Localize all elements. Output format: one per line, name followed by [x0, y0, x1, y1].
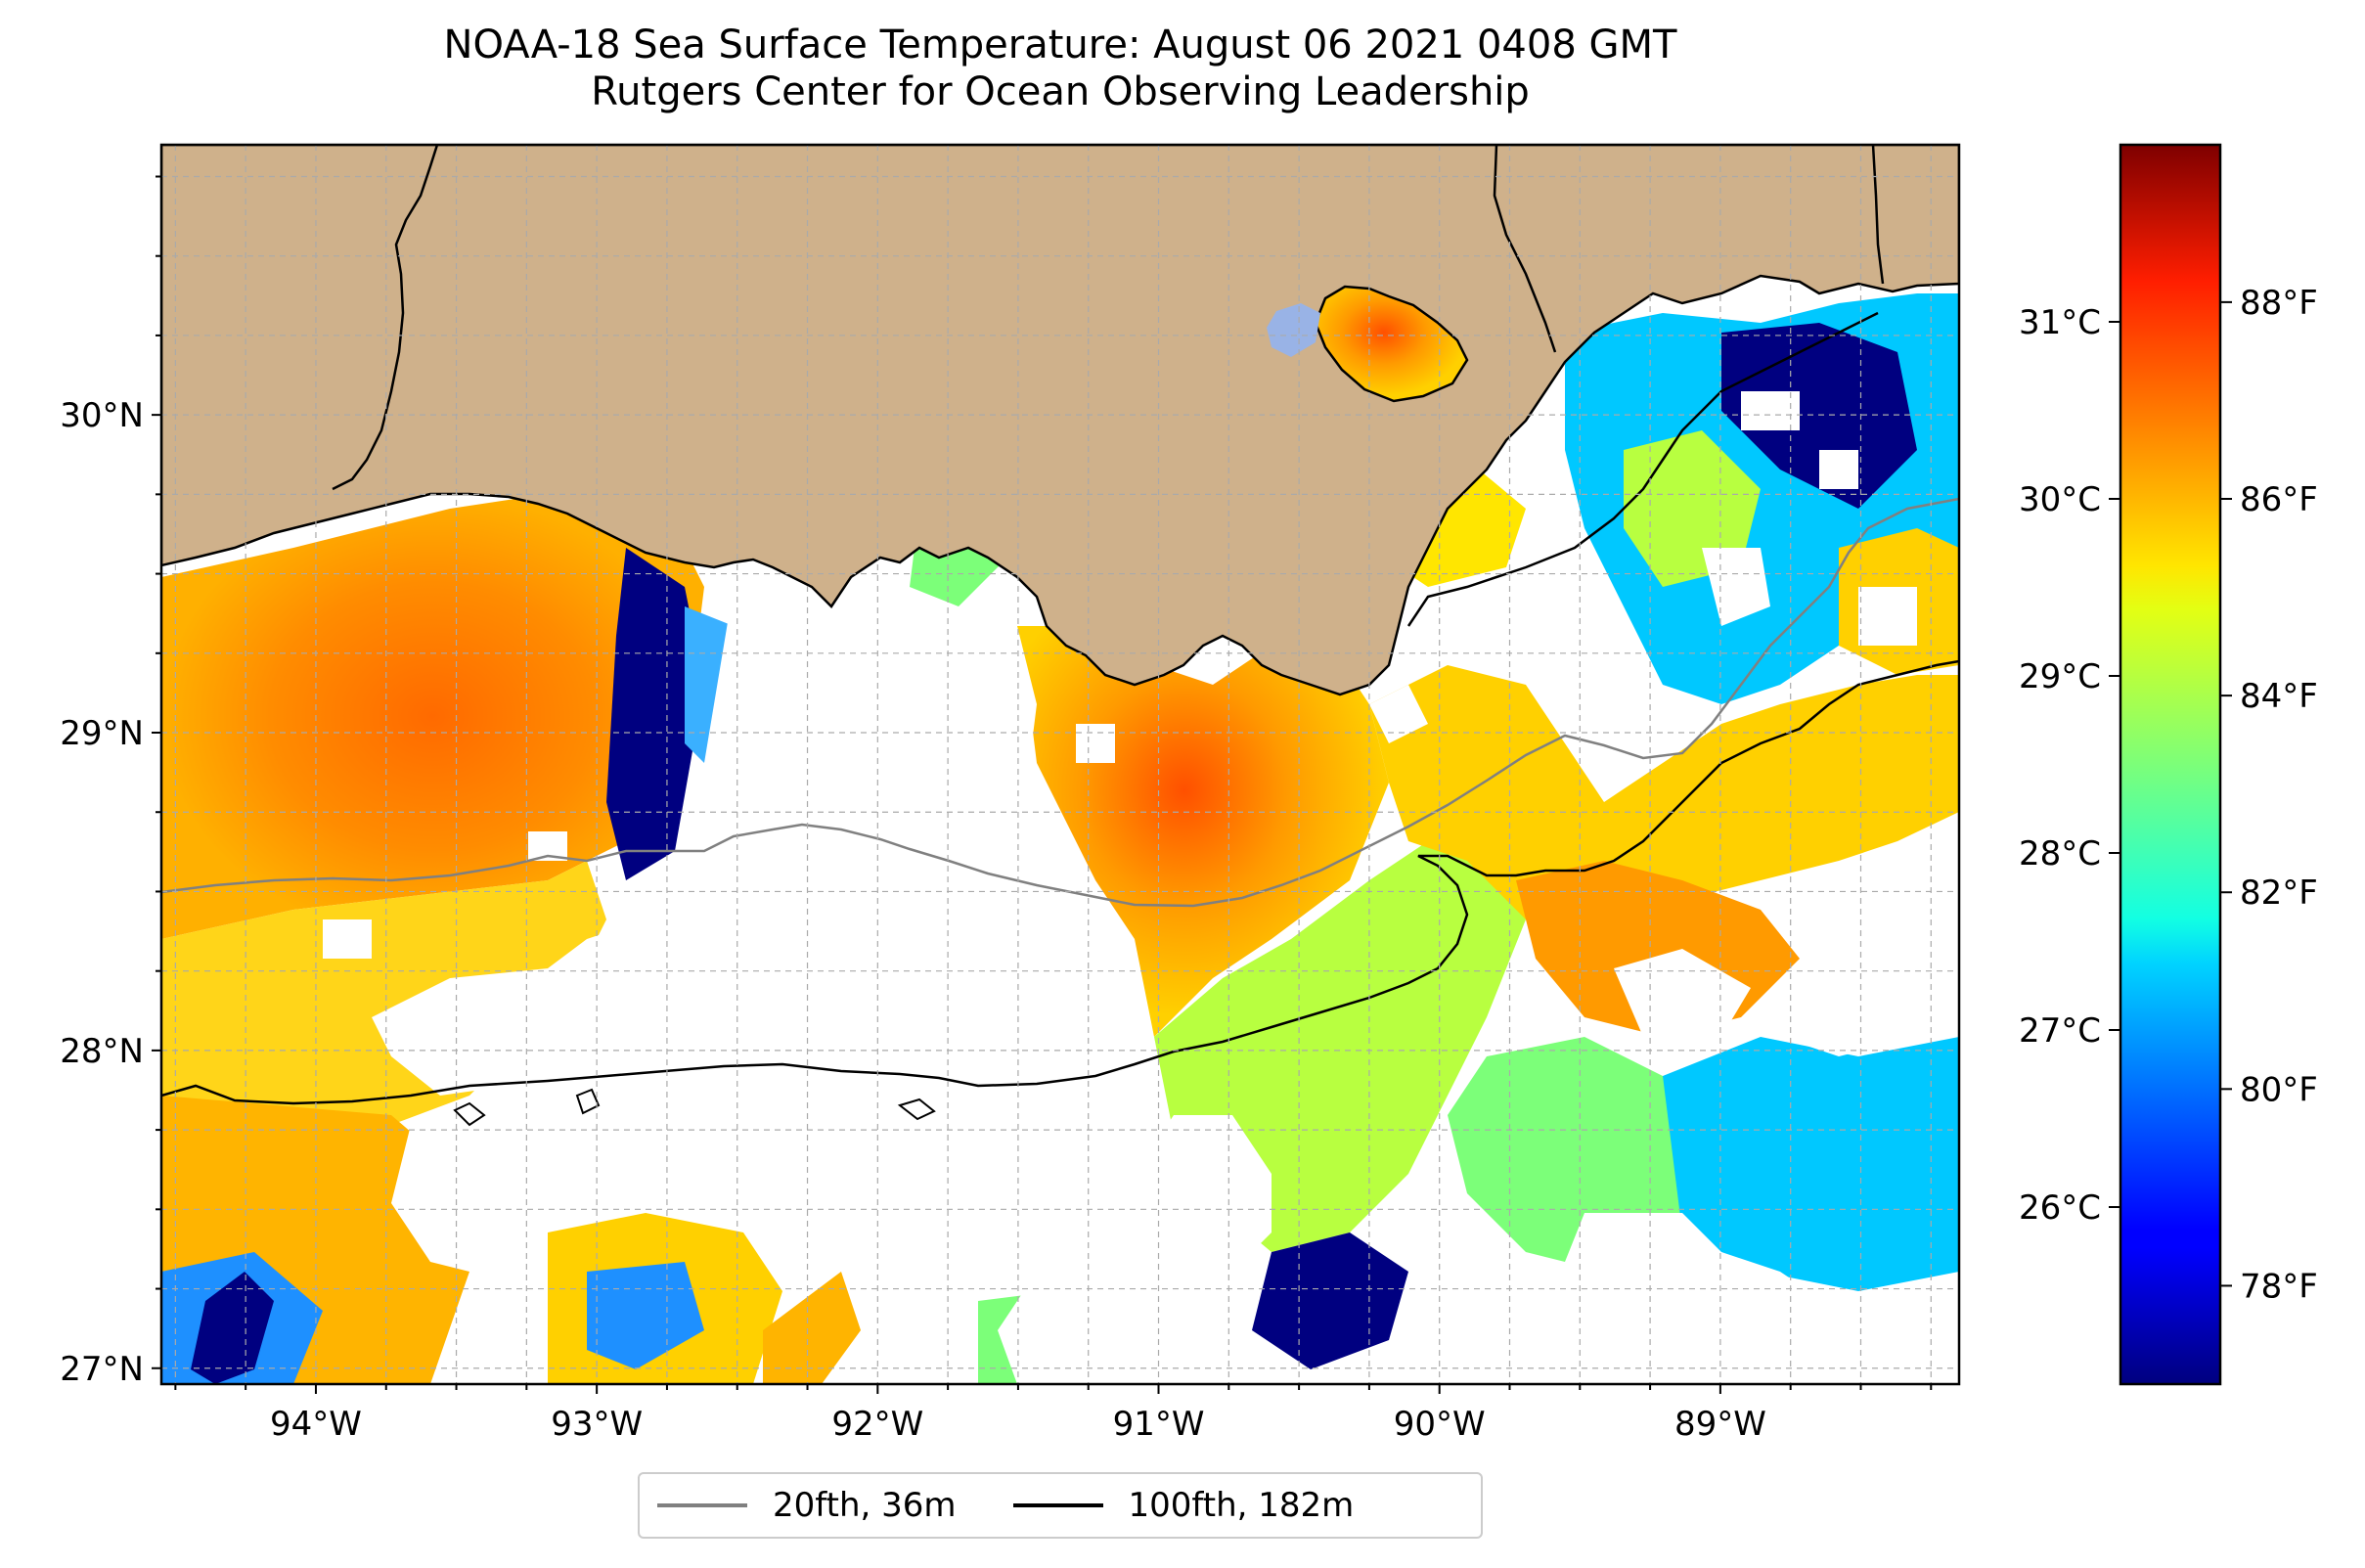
lon-tick-label: 94°W — [270, 1405, 362, 1444]
colorbar-labels: 26°C 27°C 28°C 29°C 30°C 31°C 78°F 80°F 82°F 84°F… — [2019, 284, 2318, 1307]
fahrenheit-tick-label: 82°F — [2240, 874, 2318, 913]
isobath-20fth — [161, 497, 1959, 908]
fahrenheit-tick-label: 88°F — [2240, 284, 2318, 323]
title-line-2: Rutgers Center for Ocean Observing Leade… — [591, 69, 1530, 114]
lon-tick-label: 89°W — [1674, 1405, 1766, 1444]
lon-tick-label: 93°W — [551, 1405, 643, 1444]
celsius-tick-label: 26°C — [2019, 1188, 2101, 1228]
map-axis-ticks — [152, 175, 1933, 1394]
legend-swatch-20fth — [657, 1503, 747, 1507]
no-data-regions — [323, 391, 1946, 1384]
isobath-100fth — [161, 659, 1959, 1105]
colorbar — [2119, 143, 2222, 1386]
celsius-tick-label: 29°C — [2019, 657, 2101, 696]
map-title: NOAA-18 Sea Surface Temperature: August … — [161, 22, 1959, 115]
legend-item-20fth: 20fth, 36m — [657, 1486, 957, 1525]
celsius-tick-label: 31°C — [2019, 303, 2101, 342]
map-axis-labels: 94°W 93°W 92°W 91°W 90°W 89°W 27°N 28°N 29°N 30°N — [60, 396, 1766, 1444]
lon-tick-label: 90°W — [1394, 1405, 1486, 1444]
fahrenheit-tick-label: 80°F — [2240, 1070, 2318, 1109]
legend-swatch-100fth — [1012, 1503, 1103, 1507]
isobath-legend: 20fth, 36m 100fth, 182m — [638, 1472, 1483, 1539]
title-line-1: NOAA-18 Sea Surface Temperature: August … — [443, 22, 1677, 67]
land-mass — [161, 145, 1959, 696]
map-frame — [159, 143, 1961, 1386]
celsius-tick-label: 27°C — [2019, 1011, 2101, 1051]
lat-tick-label: 30°N — [60, 396, 144, 435]
lat-tick-label: 29°N — [60, 714, 144, 753]
fahrenheit-tick-label: 78°F — [2240, 1267, 2318, 1306]
colorbar-ticks — [2109, 300, 2232, 1287]
lat-tick-label: 27°N — [60, 1350, 144, 1389]
celsius-tick-label: 28°C — [2019, 834, 2101, 874]
map-panel — [161, 145, 1959, 1384]
fahrenheit-tick-label: 84°F — [2240, 677, 2318, 716]
celsius-tick-label: 30°C — [2019, 480, 2101, 519]
lon-tick-label: 91°W — [1113, 1405, 1205, 1444]
legend-item-100fth: 100fth, 182m — [1012, 1486, 1355, 1525]
state-boundaries — [332, 145, 1885, 627]
graticule — [161, 145, 1959, 1384]
lon-tick-label: 92°W — [831, 1405, 923, 1444]
lat-tick-label: 28°N — [60, 1032, 144, 1071]
legend-label-20fth: 20fth, 36m — [773, 1486, 957, 1525]
sst-field — [161, 284, 1959, 1384]
isobath-islands — [453, 1088, 936, 1127]
legend-label-100fth: 100fth, 182m — [1128, 1486, 1355, 1525]
fahrenheit-tick-label: 86°F — [2240, 480, 2318, 519]
